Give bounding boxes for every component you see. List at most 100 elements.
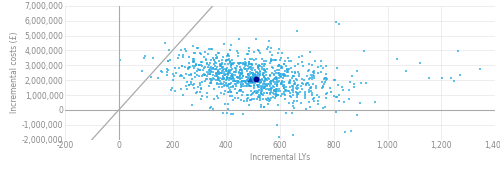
Point [323,77,331,80]
Point [272,89,280,92]
Point [254,96,262,99]
Point [229,86,237,89]
Point [287,66,295,69]
Point [234,89,242,92]
Point [189,57,197,61]
Point [279,77,287,80]
Point [260,60,268,63]
Point [218,76,226,79]
Point [197,87,205,91]
Point [212,54,220,57]
Point [235,38,243,41]
Point [227,81,235,84]
Point [226,71,234,74]
Point [256,78,264,81]
Point [230,79,237,82]
Point [350,83,358,86]
Point [271,58,279,61]
Point [319,86,327,89]
Point [230,61,237,64]
Point [234,80,241,83]
Point [220,42,228,45]
Point [203,70,211,74]
Point [275,68,283,71]
Point [249,77,257,80]
Point [232,82,240,86]
Point [242,61,250,64]
Point [282,93,290,96]
Point [307,89,315,92]
Point [254,86,262,89]
Point [268,58,276,61]
Point [250,79,258,82]
Point [210,71,218,74]
Point [204,47,212,50]
Point [264,96,272,99]
Point [228,73,236,76]
Point [266,75,274,78]
Point [256,79,264,82]
Point [224,77,232,80]
Point [186,83,194,86]
Point [244,52,252,55]
Point [251,89,259,92]
Point [236,61,244,64]
Point [272,79,280,82]
Point [272,78,280,81]
Point [214,96,222,100]
Point [231,82,239,86]
Point [250,72,258,75]
Point [194,46,202,49]
Point [277,81,285,85]
Point [255,89,263,92]
Point [207,58,215,61]
Point [321,76,329,79]
Point [267,79,275,82]
Point [212,67,220,70]
Point [206,69,214,72]
Point [255,95,263,98]
Point [246,65,254,68]
Point [274,47,282,50]
Point [205,85,213,88]
Point [162,71,170,74]
Point [195,64,203,67]
Point [260,91,268,94]
Point [271,89,279,92]
Point [308,91,316,94]
Point [186,84,194,87]
Point [224,74,232,77]
Point [277,75,285,78]
Point [191,71,199,74]
Point [308,76,316,79]
Point [252,91,260,94]
Point [224,53,232,56]
Point [260,68,268,71]
Point [236,61,244,64]
Point [277,75,285,78]
Point [280,81,288,84]
Point [266,50,274,54]
Point [206,70,214,73]
Point [279,85,287,88]
Point [350,86,358,89]
Point [189,83,197,86]
Point [224,62,232,66]
Point [257,91,265,94]
Point [248,76,256,80]
Point [288,133,296,136]
Point [256,63,264,67]
Point [244,79,252,82]
Point [322,65,330,68]
Point [281,74,289,77]
Point [238,77,246,80]
Point [230,66,238,69]
Point [226,70,234,73]
Point [226,91,234,94]
Point [276,87,283,90]
Point [212,79,220,82]
Point [304,69,312,72]
Point [333,67,341,70]
Point [256,74,264,77]
Point [218,75,226,78]
